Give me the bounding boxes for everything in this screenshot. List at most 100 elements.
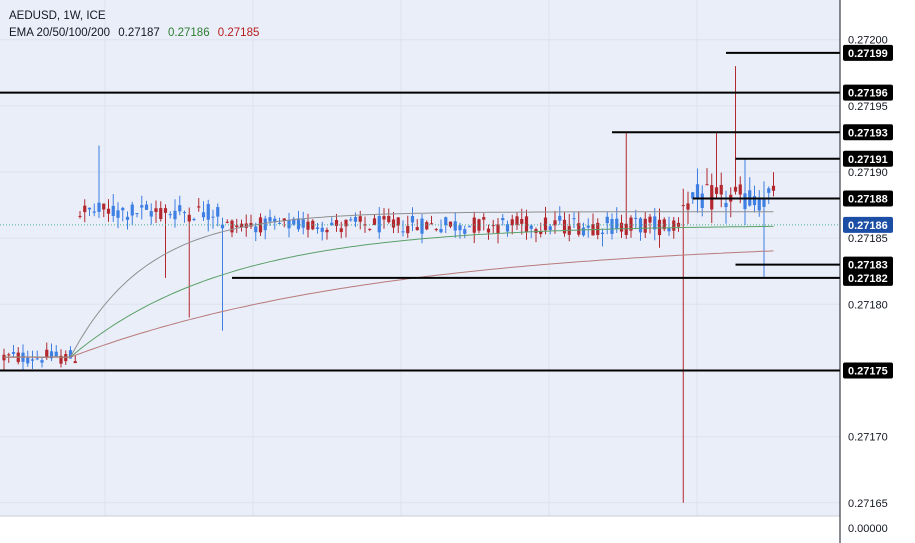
candle-body [334, 220, 339, 226]
candle-body [581, 227, 586, 236]
candle-body [282, 218, 286, 222]
candle-body [325, 229, 329, 233]
candle-body [596, 222, 600, 235]
candle-body [230, 220, 234, 233]
candle-body [30, 359, 35, 361]
horizontal-levels[interactable] [0, 51, 840, 372]
candle-body [102, 203, 106, 210]
symbol-title[interactable]: AEDUSD, 1W, ICE [9, 10, 106, 22]
candle-body [363, 224, 367, 226]
candle-body [619, 222, 624, 232]
candle-body [610, 219, 614, 234]
candle-body [653, 216, 657, 230]
ema-50-value: 0.27186 [168, 27, 210, 39]
candle-body [368, 228, 372, 230]
candle-body [263, 218, 267, 231]
candle-body [97, 202, 101, 212]
candle-body [387, 215, 391, 223]
candle-body [45, 349, 49, 358]
candle-body [448, 221, 453, 227]
price-tick-label: 0.27180 [848, 299, 888, 311]
candle-body [629, 217, 633, 231]
ema-line-2 [3, 225, 774, 358]
candle-body [149, 211, 153, 217]
candle-body [26, 357, 30, 364]
candle-body [638, 218, 643, 233]
candle-body [691, 192, 695, 199]
candle-body [168, 214, 172, 216]
ema-20-value: 0.27187 [118, 27, 160, 39]
candle-body [467, 226, 472, 228]
candle-body [586, 225, 590, 228]
candle-body [144, 204, 149, 210]
candle-body [78, 215, 82, 217]
candle-body [192, 219, 196, 221]
chart-legend: AEDUSD, 1W, ICE EMA 20/50/100/200 0.2718… [9, 8, 264, 42]
candle-body [130, 204, 134, 216]
candle-body [648, 216, 652, 223]
candle-body [662, 219, 666, 230]
candle-body [68, 350, 73, 359]
candle-body [733, 186, 738, 192]
ema-indicator-label[interactable]: EMA 20/50/100/200 [9, 27, 111, 39]
price-tick-label: 0.27185 [848, 233, 888, 245]
candle-body [600, 232, 605, 235]
candle-body [771, 185, 776, 191]
candle-body [92, 211, 96, 213]
candle-body [757, 197, 761, 211]
candle-body [695, 184, 700, 199]
level-label-box [843, 124, 893, 141]
candle-body [477, 219, 481, 231]
candle-body [738, 184, 742, 195]
candle-body [705, 184, 709, 186]
candle-body [121, 207, 125, 211]
price-tick-label: 0.00000 [848, 523, 888, 535]
ema-line-1 [3, 211, 774, 358]
candle-body [187, 214, 191, 222]
candle-body [577, 223, 581, 235]
candle-body [686, 203, 690, 210]
candle-body [235, 225, 239, 228]
last-price-text: 0.27186 [848, 220, 888, 232]
candle-body [406, 225, 410, 234]
candle-body [244, 223, 248, 228]
candle-body [49, 351, 54, 359]
candle-body [562, 219, 567, 234]
candle-body [206, 204, 210, 220]
candle-body [197, 206, 201, 208]
candle-body [83, 205, 87, 213]
candle-body [87, 207, 92, 210]
candle-body [762, 197, 766, 207]
candle-body [553, 220, 557, 226]
candle-body [534, 229, 538, 233]
price-tick-label: 0.27190 [848, 167, 888, 179]
candle-body [249, 223, 253, 227]
level-label-box [843, 84, 893, 101]
candle-body [605, 216, 609, 224]
candle-body [59, 355, 63, 364]
level-label-text: 0.27182 [848, 273, 888, 285]
candle-body [358, 216, 362, 222]
candle-body [225, 221, 229, 223]
candle-body [273, 218, 277, 223]
candle-body [700, 193, 704, 208]
candle-body [401, 231, 405, 233]
candle-body [420, 218, 424, 234]
candle-body [140, 205, 144, 208]
candle-body [410, 216, 415, 223]
candle-body [453, 221, 457, 231]
level-label-box [843, 362, 893, 379]
candle-body [515, 216, 519, 226]
candle-body [296, 218, 301, 230]
candle-body [429, 223, 434, 225]
candle-body [201, 212, 206, 218]
candle-body [743, 193, 747, 210]
level-labels: 0.27199 0.27196 0.27193 0.27191 0.27188 0.271… [843, 44, 893, 379]
candle-body [182, 212, 187, 214]
level-label-text: 0.27188 [848, 193, 888, 205]
candle-body [391, 219, 396, 228]
price-axis-ticks: 0.27200 0.27195 0.27190 0.27185 0.27180 0.271… [848, 35, 888, 535]
candle-body [11, 352, 16, 354]
